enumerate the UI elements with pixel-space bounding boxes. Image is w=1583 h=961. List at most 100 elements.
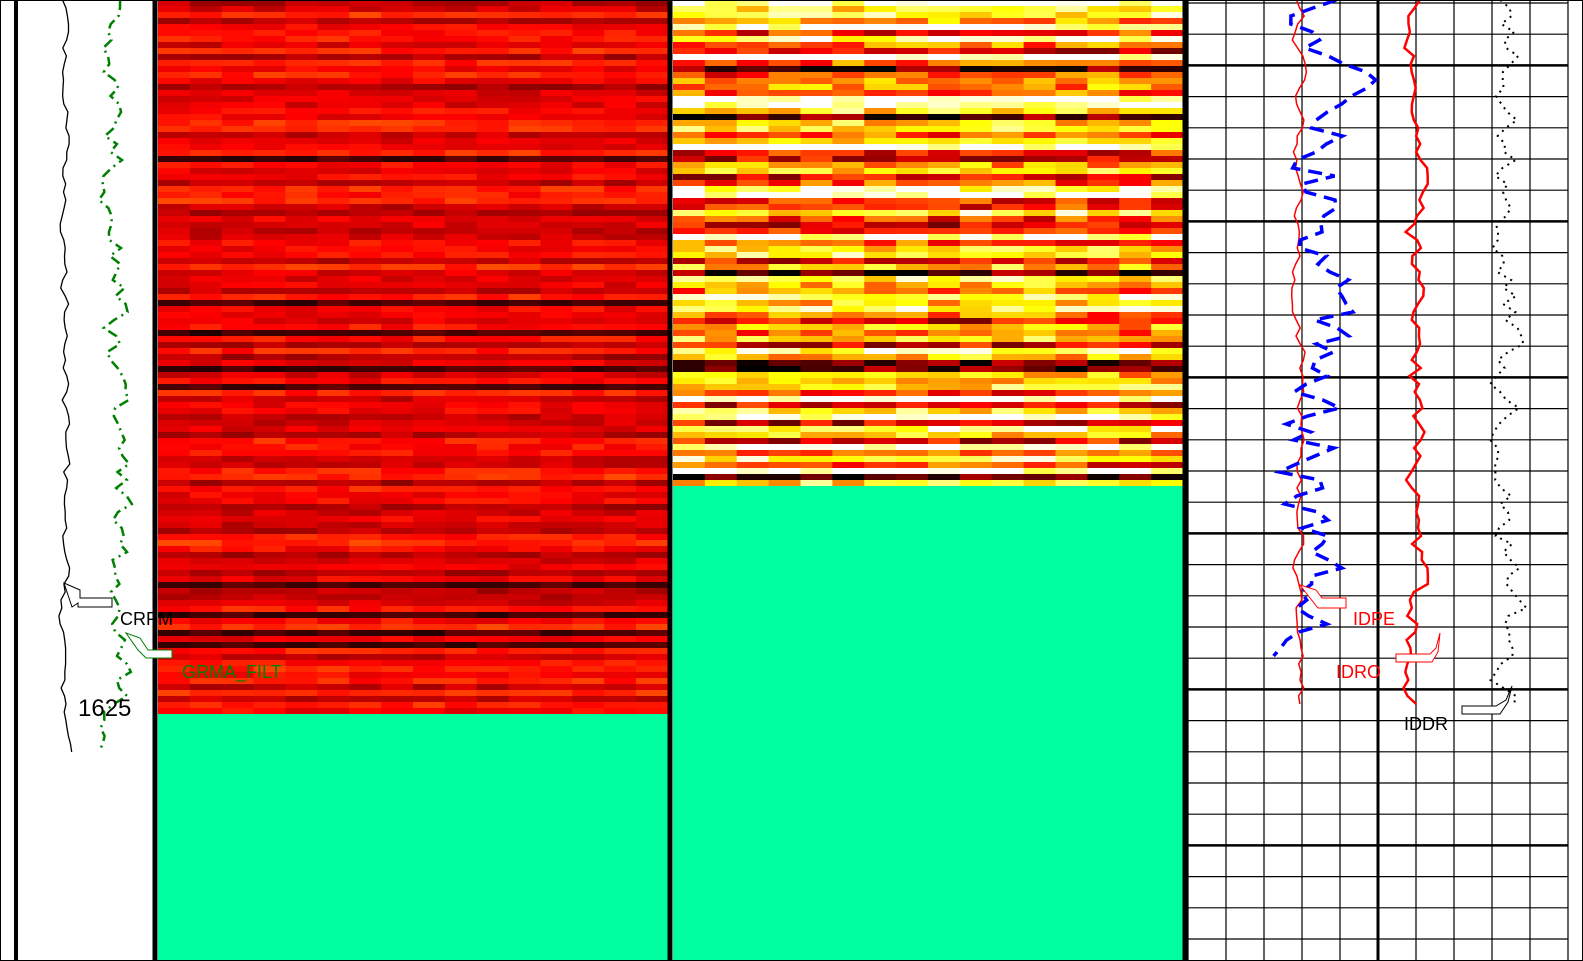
heatmap-cell [636,126,669,133]
heatmap-cell [768,198,801,205]
heatmap-cell [832,66,865,73]
heatmap-cell [349,372,382,379]
heatmap-cell [317,144,350,151]
heatmap-cell [736,348,770,355]
heatmap-cell [832,306,865,313]
heatmap-cell [1055,234,1088,241]
heatmap-cell [381,186,414,193]
heatmap-cell [413,312,446,319]
heatmap-cell [1151,0,1184,7]
heatmap-cell [704,372,738,379]
heatmap-cell [158,558,191,565]
heatmap-cell [413,576,446,583]
heatmap-cell [221,258,255,265]
heatmap-cell [189,264,223,271]
heatmap-cell [604,390,637,397]
heatmap-cell [572,642,605,649]
heatmap-cell [285,42,318,49]
heatmap-cell [158,696,191,703]
heatmap-cell [768,330,801,337]
heatmap-cell [221,576,255,583]
heatmap-cell [285,570,318,577]
heatmap-cell [604,360,637,367]
heatmap-cell [413,48,446,55]
heatmap-cell [476,684,510,691]
heatmap-cell [1023,432,1056,439]
heatmap-cell [253,528,286,535]
heatmap-cell [704,336,738,343]
heatmap-cell [508,624,541,631]
heatmap-cell [221,534,255,541]
heatmap-cell [540,426,573,433]
heatmap-cell [864,198,897,205]
heatmap-cell [540,582,573,589]
heatmap-cell [349,186,382,193]
heatmap-cell [317,588,350,595]
heatmap-cell [991,222,1025,229]
heatmap-cell [1151,84,1184,91]
heatmap-cell [1055,108,1088,115]
heatmap-cell [636,450,669,457]
heatmap-cell [1151,474,1184,481]
heatmap-cell [928,306,961,313]
heatmap-cell [413,510,446,517]
heatmap-cell [189,678,223,685]
heatmap-cell [832,366,865,373]
heatmap-cell [349,282,382,289]
heatmap-cell [636,408,669,415]
heatmap-cell [540,384,573,391]
heatmap-cell [1151,12,1184,19]
heatmap-cell [349,642,382,649]
heatmap-cell [221,348,255,355]
heatmap-cell [1087,402,1120,409]
heatmap-cell [636,384,669,391]
heatmap-cell [636,600,669,607]
heatmap-cell [673,264,706,271]
heatmap-cell [317,492,350,499]
heatmap-cell [673,480,706,487]
heatmap-cell [253,360,286,367]
heatmap-cell [1023,174,1056,181]
heatmap-cell [508,642,541,649]
heatmap-cell [508,546,541,553]
heatmap-cell [572,576,605,583]
heatmap-cell [508,438,541,445]
heatmap-cell [991,228,1025,235]
heatmap-cell [349,534,382,541]
heatmap-cell [158,588,191,595]
heatmap-cell [413,198,446,205]
heatmap-cell [221,18,255,25]
heatmap-cell [636,222,669,229]
heatmap-cell [736,324,770,331]
heatmap-cell [636,372,669,379]
heatmap-cell [253,522,286,529]
heatmap-cell [508,600,541,607]
heatmap-cell [189,702,223,709]
heatmap-cell [444,348,478,355]
heatmap-cell [381,36,414,43]
heatmap-cell [800,264,833,271]
heatmap-cell [158,462,191,469]
heatmap-cell [540,252,573,259]
heatmap-cell [959,252,993,259]
heatmap-cell [349,510,382,517]
heatmap-cell [381,240,414,247]
heatmap-cell [604,408,637,415]
heatmap-cell [349,18,382,25]
heatmap-cell [317,306,350,313]
heatmap-cell [381,456,414,463]
heatmap-cell [381,510,414,517]
heatmap-cell [604,708,637,715]
heatmap-cell [572,156,605,163]
heatmap-cell [959,132,993,139]
heatmap-cell [864,180,897,187]
heatmap-cell [1023,54,1056,61]
heatmap-cell [864,480,897,487]
heatmap-cell [381,534,414,541]
heatmap-cell [540,246,573,253]
heatmap-cell [349,48,382,55]
heatmap-cell [476,36,510,43]
heatmap-cell [928,282,961,289]
heatmap-cell [1087,378,1120,385]
heatmap-cell [476,546,510,553]
